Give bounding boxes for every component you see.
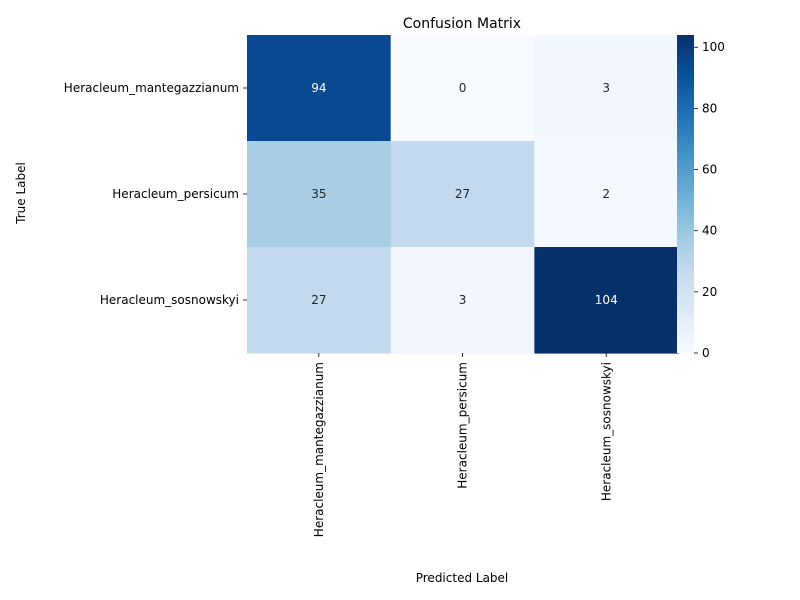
heatmap-cell-labels: 94 0 3 35 27 2 27 3 104 [311,81,617,307]
y-axis-label: True Label [14,162,28,225]
colorbar-tick-label: 40 [702,224,717,238]
heatmap-cell [247,247,392,354]
cell-value-label: 3 [602,81,610,95]
colorbar-tick-label: 60 [702,163,717,177]
cell-value-label: 104 [595,293,618,307]
cell-value-label: 35 [311,187,326,201]
colorbar-tick-label: 20 [702,285,717,299]
heatmap-cell [390,247,535,354]
colorbar-tick-label: 0 [702,346,710,360]
x-tick-label: Heracleum_persicum [456,362,470,489]
heatmap-cell [247,141,392,248]
cell-value-label: 2 [602,187,610,201]
y-axis-ticks: Heracleum_mantegazzianum Heracleum_persic… [64,81,247,307]
x-tick-label: Heracleum_sosnowskyi [599,362,613,501]
y-tick-label: Heracleum_mantegazzianum [64,81,239,95]
heatmap-cell [534,141,679,248]
colorbar-tick-label: 100 [702,40,725,54]
cell-value-label: 27 [455,187,470,201]
colorbar-tick-label: 80 [702,101,717,115]
heatmap-cells [247,35,679,354]
colorbar [677,35,694,353]
cell-value-label: 94 [311,81,326,95]
x-axis-ticks: Heracleum_mantegazzianum Heracleum_persic… [312,353,613,537]
colorbar-ticks: 0 20 40 60 80 100 [694,40,725,360]
heatmap-cell [390,141,535,248]
heatmap-cell [390,35,535,142]
heatmap-cell [247,35,392,142]
y-tick-label: Heracleum_sosnowskyi [100,293,239,307]
x-tick-label: Heracleum_mantegazzianum [312,362,326,537]
heatmap-cell [534,35,679,142]
x-axis-label: Predicted Label [416,571,509,585]
y-tick-label: Heracleum_persicum [112,187,239,201]
cell-value-label: 3 [459,293,467,307]
chart-title: Confusion Matrix [403,16,521,32]
cell-value-label: 27 [311,293,326,307]
cell-value-label: 0 [459,81,467,95]
heatmap-cell [534,247,679,354]
